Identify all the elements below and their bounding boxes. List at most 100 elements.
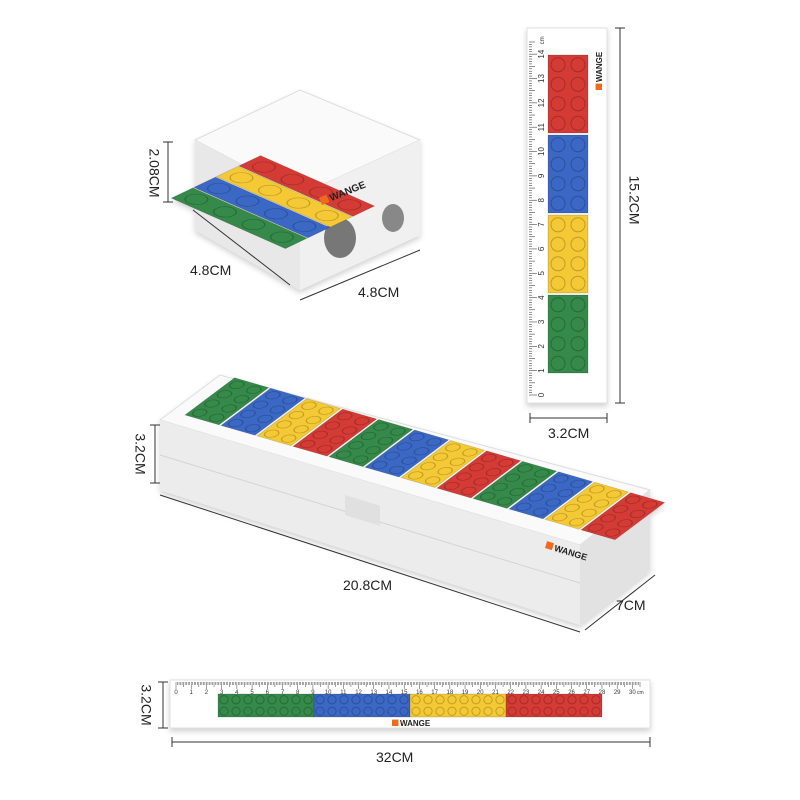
brick-stud <box>550 316 566 332</box>
brick-stud <box>255 695 265 705</box>
brand-name: WANGE <box>595 51 604 82</box>
ruler-number: 24 <box>538 690 545 696</box>
brick-stud <box>447 695 457 705</box>
brick-stud <box>456 472 472 481</box>
brick-stud <box>413 447 430 456</box>
brick-stud <box>570 297 586 313</box>
sharpener-depth-label: 4.8CM <box>190 262 232 278</box>
brick-stud <box>267 706 277 716</box>
brick-stud <box>550 217 566 233</box>
brick-stud <box>570 275 586 291</box>
brick-stud <box>327 695 337 705</box>
brick-stud <box>390 427 406 436</box>
brick-stud <box>246 385 262 394</box>
ruler-number: 28 <box>599 690 606 696</box>
brick-stud <box>521 478 538 487</box>
brick-stud <box>315 706 325 716</box>
brick-stud <box>280 434 297 443</box>
ruler-number: 26 <box>568 690 575 696</box>
brick-stud <box>570 336 586 352</box>
case-length-label: 20.8CM <box>343 577 393 593</box>
brick-stud <box>365 446 381 455</box>
brick-stud <box>459 695 469 705</box>
brick-stud <box>263 208 288 220</box>
brick-stud <box>337 412 353 421</box>
brick-stud <box>528 493 544 502</box>
brick-stud <box>576 494 593 503</box>
brick-stud <box>570 217 586 233</box>
brick-stud <box>553 474 569 483</box>
brick-stud <box>604 528 621 537</box>
brick-stud <box>227 419 244 428</box>
brick-stud <box>337 199 362 211</box>
brick-stud <box>509 487 525 497</box>
brick-stud <box>507 695 517 705</box>
brick-stud <box>479 492 496 501</box>
brick-stud <box>282 396 298 405</box>
brick-stud <box>606 490 622 499</box>
brick-stud <box>498 458 514 467</box>
brick-stud <box>570 195 586 211</box>
brick-stud <box>443 481 460 490</box>
brick-stud <box>341 426 358 435</box>
brick-stud <box>642 500 658 509</box>
brick-stud <box>221 404 237 413</box>
brick-stud <box>462 448 478 457</box>
brick-stud <box>570 316 586 332</box>
brick-stud <box>208 413 225 422</box>
brick-red <box>505 693 603 718</box>
brick-stud <box>351 706 361 716</box>
brick-stud <box>531 706 541 716</box>
brick-stud <box>401 456 417 465</box>
brick-stud <box>445 443 461 452</box>
brick-stud <box>495 706 505 716</box>
brick-stud <box>339 706 349 716</box>
ruler-number: 8 <box>537 197 546 202</box>
brick-stud <box>471 695 481 705</box>
brick-stud <box>591 706 601 716</box>
brick-stud <box>550 336 566 352</box>
ruler-number: 3 <box>220 690 224 696</box>
brick-stud <box>279 706 289 716</box>
brick-stud <box>318 406 334 415</box>
brick-stud <box>191 408 208 417</box>
brand-name: WANGE <box>400 719 431 728</box>
ruler-number: 29 <box>614 690 621 696</box>
brick-stud <box>229 380 245 389</box>
brick-stud <box>212 206 237 218</box>
brick-stud <box>280 174 305 186</box>
brick-stud <box>459 706 469 716</box>
brick-stud <box>291 706 301 716</box>
brick-stud <box>305 415 322 425</box>
ruler-number: 13 <box>370 690 377 696</box>
dimension-lines <box>150 27 656 747</box>
sharpener-hole-small <box>382 204 404 232</box>
brick-stud <box>495 695 505 705</box>
brick-stud <box>531 695 541 705</box>
brick-stud <box>335 450 352 459</box>
brick-stud <box>587 523 604 532</box>
brick-stud <box>426 437 442 447</box>
brick-stud <box>550 137 566 153</box>
ruler-number: 14 <box>537 49 546 58</box>
ruler-number: 7 <box>281 690 285 696</box>
ruler-number: 11 <box>340 690 347 696</box>
ruler-number: 5 <box>250 690 254 696</box>
brick-stud <box>354 417 370 426</box>
brick-stud <box>269 405 286 414</box>
brick-stud <box>411 706 421 716</box>
brick-stud <box>568 518 585 527</box>
brick-stud <box>420 462 436 471</box>
brick-stud <box>301 401 317 410</box>
ruler-number: 9 <box>537 173 546 178</box>
brick-stud <box>460 486 477 495</box>
ruler-number: 23 <box>523 690 530 696</box>
brick-stud <box>423 706 433 716</box>
brick-stud <box>564 503 580 512</box>
brick-stud <box>437 467 453 476</box>
sharpener-bricks <box>170 155 376 249</box>
ruler-number: 30 <box>629 690 636 696</box>
brick-stud <box>550 236 566 252</box>
